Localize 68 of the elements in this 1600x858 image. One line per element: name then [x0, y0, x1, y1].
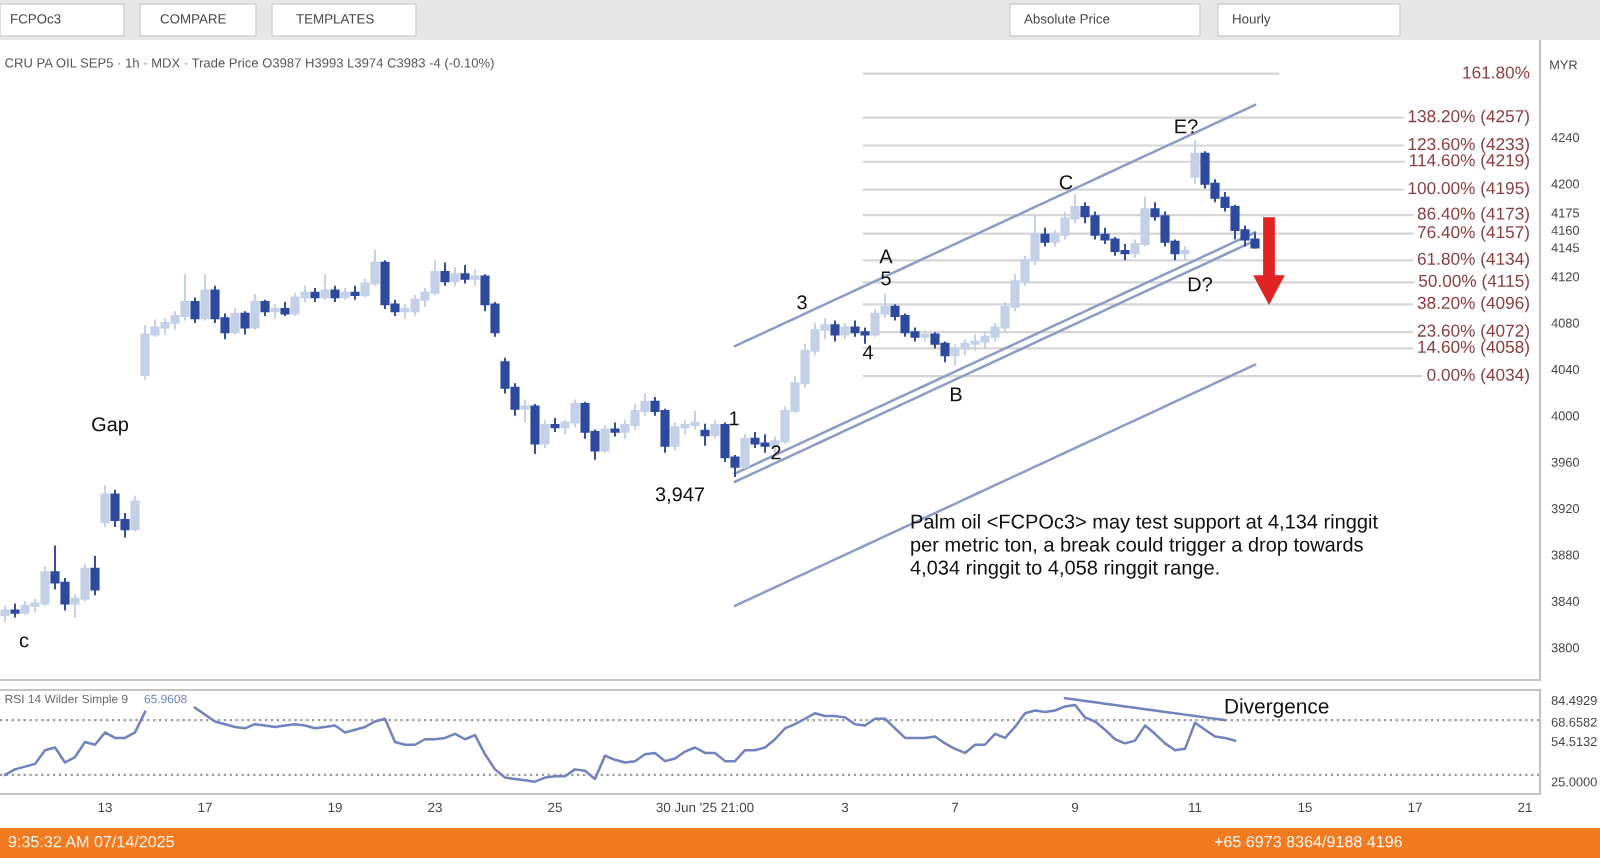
annotation: B	[950, 387, 962, 402]
candlestick	[540, 419, 550, 450]
ref-line-label: 100.00% (4195)	[1408, 181, 1529, 198]
annotation: 2	[771, 445, 781, 460]
candlestick	[530, 403, 540, 455]
candlestick	[340, 287, 350, 301]
ref-line-label: 138.20% (4257)	[1408, 109, 1529, 126]
annotation: A	[879, 249, 893, 264]
candlestick	[830, 319, 840, 343]
line-series	[733, 103, 1257, 348]
ref-line-label: 123.60% (4233)	[1408, 137, 1529, 154]
ref-line-label: 76.40% (4157)	[1417, 225, 1529, 242]
candlestick	[1040, 226, 1050, 248]
candlestick	[190, 296, 200, 324]
candlestick	[130, 494, 140, 533]
candlestick	[230, 306, 240, 336]
candlestick	[440, 261, 450, 287]
ref-line-label: 14.60% (4058)	[1418, 340, 1529, 357]
annotation: 3	[797, 295, 807, 310]
candlestick	[450, 266, 460, 287]
annotation: C	[1059, 175, 1073, 190]
candlestick	[250, 292, 260, 331]
candlestick	[920, 328, 930, 343]
candlestick	[310, 287, 320, 303]
candlestick	[240, 310, 250, 336]
candlestick	[320, 273, 330, 301]
ref-line-label: 0.00% (4034)	[1427, 368, 1529, 385]
annotation: 1	[729, 411, 739, 426]
candlestick	[600, 423, 610, 454]
ref-line-label: 86.40% (4173)	[1417, 207, 1529, 224]
ref-line-label: 114.60% (4219)	[1410, 153, 1529, 170]
annotation: 5	[881, 271, 891, 286]
candlestick	[1190, 138, 1200, 185]
candlestick	[0, 604, 10, 623]
candlestick	[740, 433, 750, 470]
annotation: c	[19, 636, 29, 648]
candlestick	[10, 602, 20, 619]
text: 9:35:32 AM 07/14/2025	[8, 835, 174, 848]
ref-line-label: 23.60% (4072)	[1417, 324, 1529, 341]
annotation: E?	[1175, 119, 1198, 134]
candlestick	[520, 398, 530, 424]
annotation: 4	[862, 345, 873, 360]
annotation: D?	[1188, 277, 1213, 292]
candlestick	[280, 301, 290, 317]
candlestick	[470, 268, 480, 287]
annotation: Palm oil <FCPOc3> may test support at 4,134 ringgit per metric ton, a break could trigger a drop towards 4,034 ringgit to 4,058 ringgit range.	[910, 514, 1378, 579]
candlestick	[330, 284, 340, 303]
candlestick	[610, 421, 620, 438]
candlestick	[100, 484, 110, 528]
candlestick	[710, 419, 720, 440]
annotation: Divergence	[1225, 698, 1329, 718]
candlestick	[550, 417, 560, 433]
candlestick	[1180, 245, 1190, 262]
annotation: Gap	[92, 417, 129, 436]
candlestick	[90, 554, 100, 597]
candlestick	[350, 284, 360, 301]
annotation: 3,947	[655, 487, 705, 504]
ref-line-label: 61.80% (4134)	[1417, 252, 1529, 269]
candlestick	[200, 273, 210, 322]
candlestick	[270, 303, 280, 320]
candlestick	[700, 422, 710, 447]
ref-line-label: 38.20% (4096)	[1417, 296, 1529, 313]
candlestick	[460, 263, 470, 285]
ref-line-label: 50.00% (4115)	[1418, 274, 1529, 291]
text: +65 6973 8364/9188 4196	[1214, 835, 1402, 848]
annotation: 161.80%	[1463, 66, 1530, 79]
candlestick	[840, 321, 850, 341]
candlestick	[260, 298, 270, 317]
